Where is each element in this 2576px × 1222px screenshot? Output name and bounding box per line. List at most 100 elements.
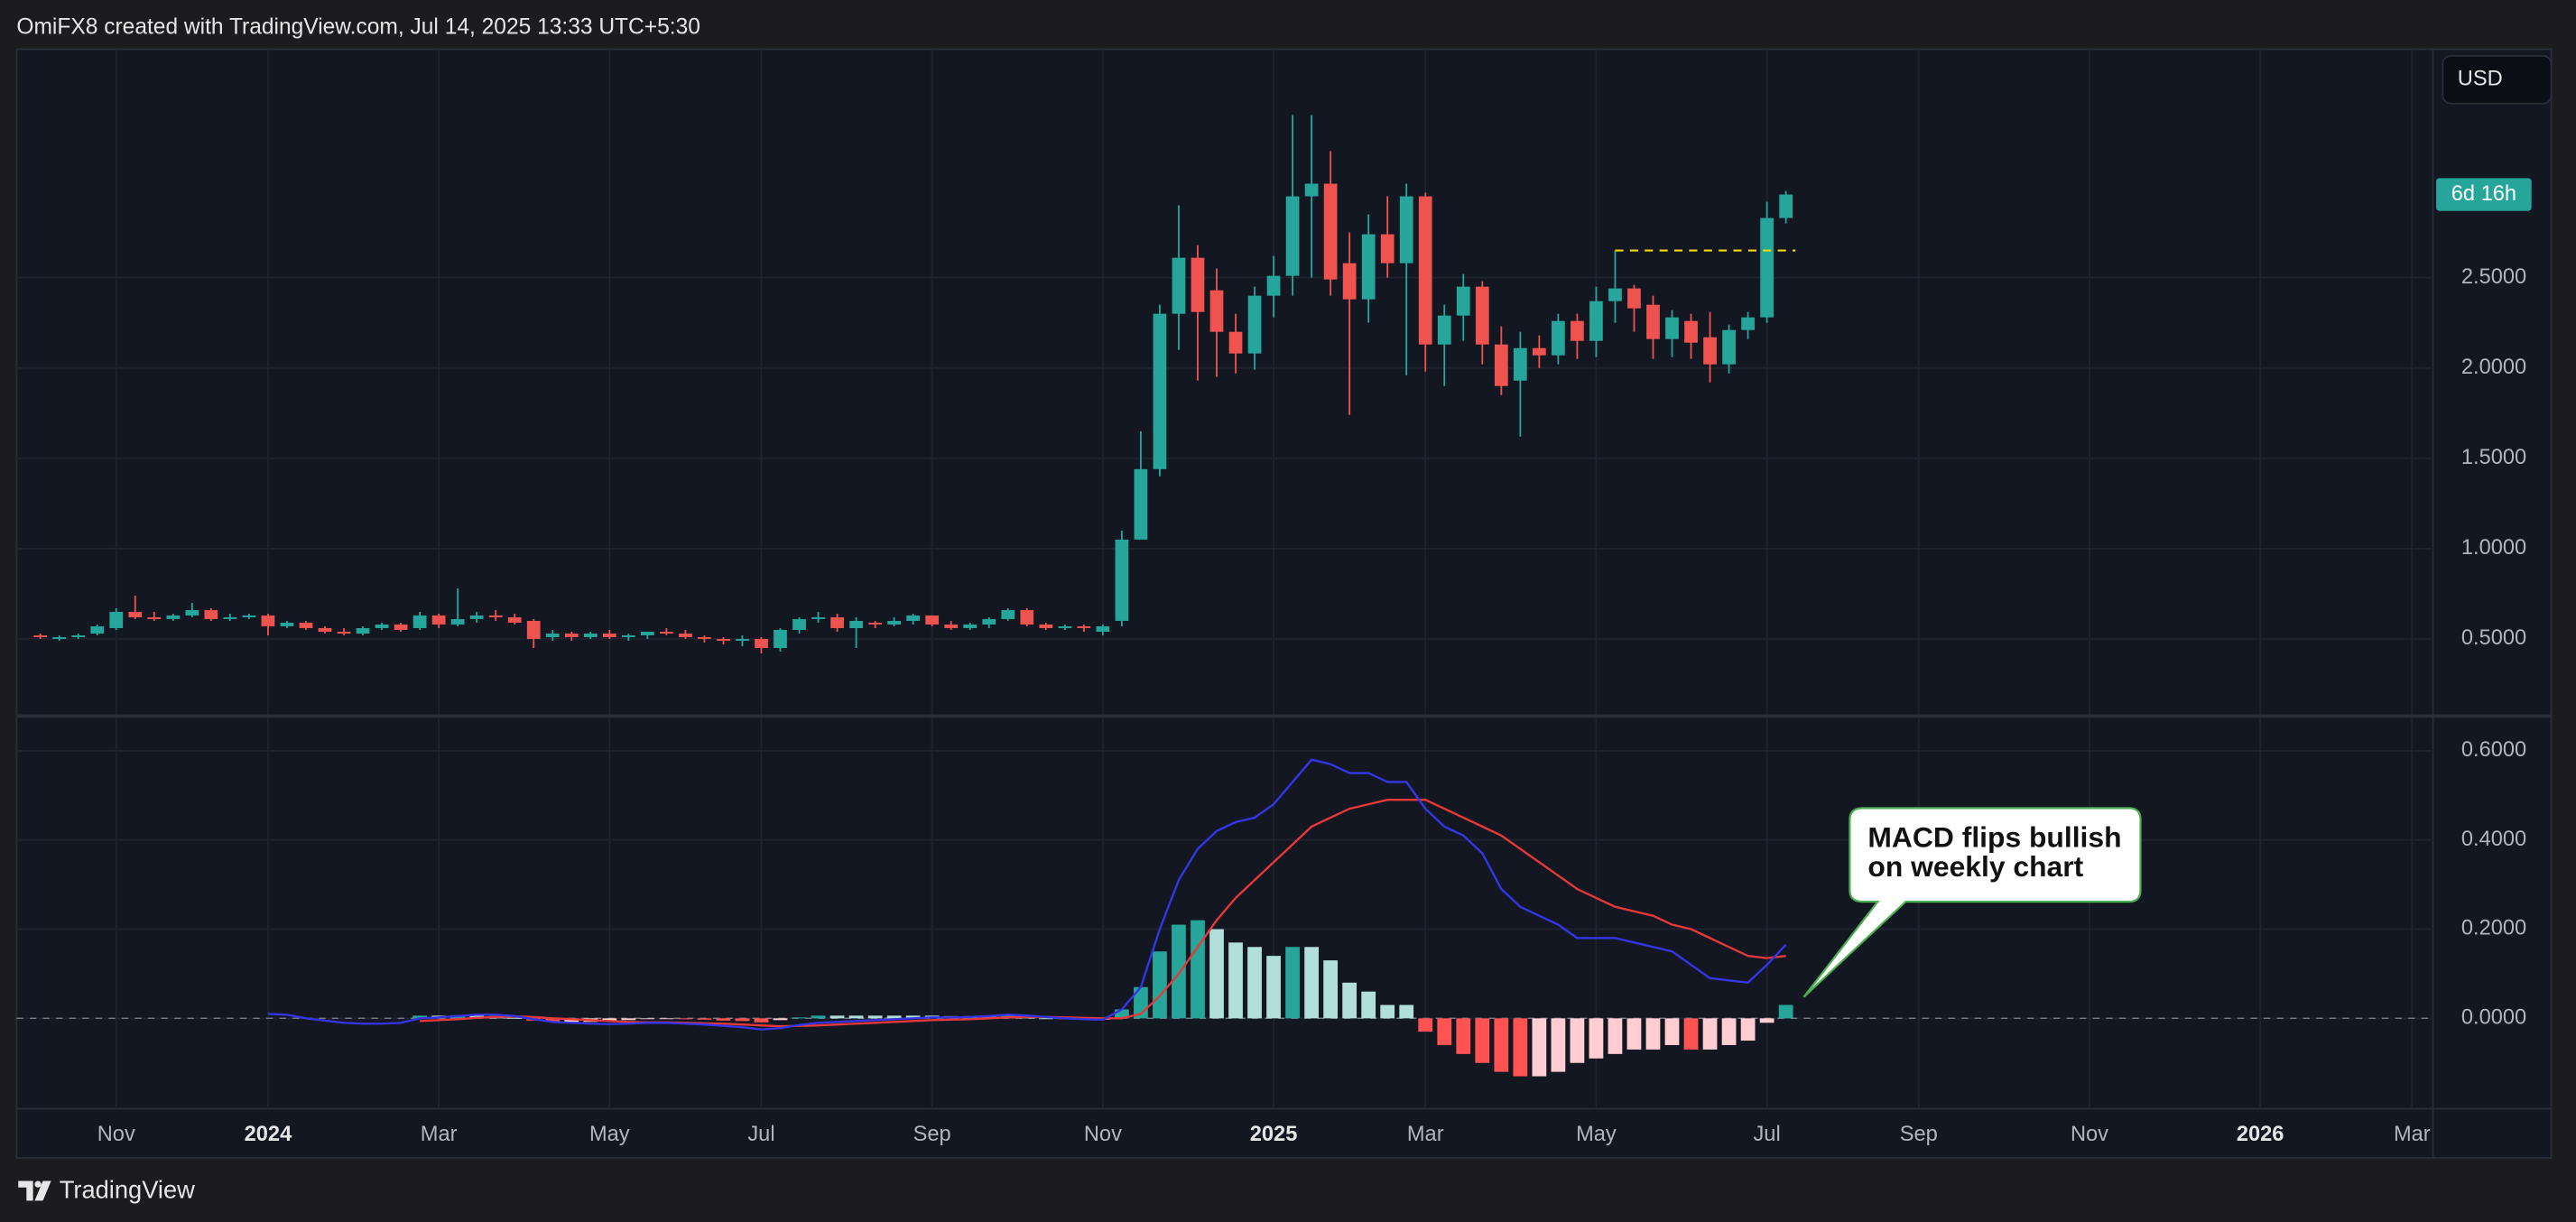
candle-body (1779, 194, 1793, 218)
candle-body (431, 615, 446, 625)
candle-body (1001, 609, 1015, 619)
histogram-bar (1153, 951, 1167, 1019)
candle-body (1760, 218, 1774, 318)
histogram-bar (1664, 1018, 1680, 1045)
candle-body (1684, 320, 1698, 343)
histogram-bar (1589, 1018, 1604, 1059)
logo-mark (18, 1180, 51, 1201)
candle-body (736, 638, 749, 641)
candle-body (1665, 317, 1679, 339)
x-tick-label: Nov (97, 1123, 135, 1146)
candle-body (1703, 337, 1717, 365)
histogram-bar (1645, 1018, 1661, 1050)
x-tick-label: Sep (913, 1123, 951, 1146)
candle-body (299, 622, 313, 628)
macd-line (267, 758, 1787, 1031)
candle-body (1437, 315, 1451, 345)
candle-body (1077, 625, 1091, 628)
candle-body (1153, 313, 1167, 469)
candle-body (1191, 257, 1205, 312)
histogram-bar (1172, 924, 1186, 1019)
y-tick-label: 0.5000 (2461, 626, 2526, 650)
candle-body (185, 609, 199, 616)
plot-layer: Nov 2024 Mar May Jul Sep Nov 2025 Mar May Jul Sep No… (16, 49, 2532, 1146)
countdown-label: 6d 16h (2451, 182, 2516, 206)
footer-text: TradingView (60, 1176, 195, 1204)
histogram-bar (1513, 1018, 1528, 1077)
candle-body (1741, 317, 1755, 330)
candle-body (1589, 301, 1603, 341)
candle-body (1172, 257, 1186, 314)
candle-body (982, 618, 996, 625)
candle-body (1722, 329, 1736, 365)
candle-body (52, 636, 67, 639)
candle-body (33, 634, 48, 637)
countdown-box (2436, 178, 2532, 211)
candle-body (1209, 290, 1224, 332)
candle-body (1571, 320, 1584, 341)
histogram-bar (1361, 991, 1376, 1019)
histogram-bar (1266, 956, 1281, 1019)
histogram-bar (1570, 1018, 1585, 1063)
y-tick-label: 2.0000 (2461, 356, 2526, 379)
candle-body (868, 622, 882, 625)
y-tick-label: 0.6000 (2461, 738, 2526, 762)
candle-body (166, 615, 181, 619)
candle-body (1020, 609, 1034, 625)
histogram-bar (1399, 1004, 1414, 1019)
histogram-bar (412, 1015, 427, 1019)
histogram-bar (1342, 982, 1357, 1019)
candle-body (963, 624, 978, 628)
histogram-bar (1494, 1018, 1509, 1072)
candle-body (488, 615, 503, 617)
candle-body (1494, 344, 1508, 386)
candle-body (849, 620, 863, 628)
candle-body (679, 633, 692, 637)
candle-body (261, 615, 275, 626)
histogram-bar (811, 1015, 826, 1019)
histogram-bar (469, 1014, 485, 1019)
histogram-bar (1456, 1018, 1471, 1054)
histogram-bar (507, 1017, 523, 1019)
histogram-bar (1323, 960, 1339, 1019)
histogram-bar (1418, 1018, 1433, 1032)
histogram-bar (773, 1018, 788, 1021)
currency-button[interactable] (2442, 54, 2553, 105)
candle-body (1608, 288, 1622, 301)
candle-body (356, 627, 370, 634)
candle-body (375, 624, 389, 628)
histogram-bar (697, 1018, 712, 1020)
callout-text: on weekly chart (1867, 850, 2083, 883)
x-tick-label: Jul (747, 1123, 774, 1146)
candle-body (109, 611, 124, 628)
x-tick-label: 2024 (245, 1123, 292, 1146)
histogram-bar (886, 1015, 902, 1019)
histogram-bar (792, 1017, 807, 1019)
histogram-bar (1247, 947, 1262, 1019)
y-tick-label: 1.5000 (2461, 446, 2526, 469)
y-tick-label: 1.0000 (2461, 536, 2526, 560)
histogram-bar (659, 1018, 674, 1020)
histogram-bar (1759, 1018, 1774, 1023)
candle-body (944, 624, 959, 628)
x-tick-label: 2025 (1250, 1123, 1298, 1146)
histogram-bar (981, 1015, 996, 1019)
candle-body (1058, 625, 1072, 628)
histogram-bar (1304, 947, 1319, 1019)
x-tick-label: May (1576, 1123, 1617, 1146)
candle-body (469, 615, 484, 619)
histogram-bar (1380, 1004, 1395, 1019)
histogram-bar (1702, 1018, 1718, 1050)
candle-body (318, 627, 332, 632)
candle-body (394, 624, 408, 630)
candle-body (1552, 320, 1565, 356)
histogram-bar (867, 1015, 883, 1019)
x-tick-label: 2026 (2237, 1123, 2284, 1146)
logo-dot (34, 1180, 42, 1188)
candle-body (564, 633, 579, 637)
candle-body (1096, 625, 1110, 632)
candle-body (71, 634, 86, 637)
x-tick-label: Mar (421, 1123, 458, 1146)
